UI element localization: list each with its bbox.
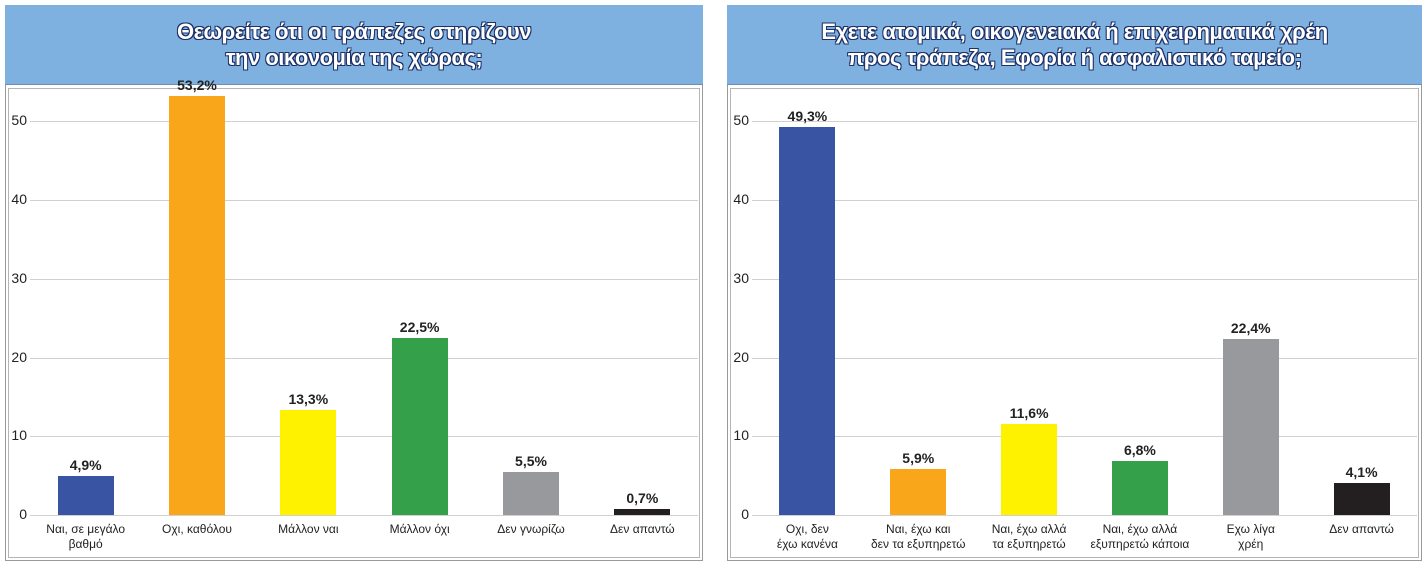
- value-label: 53,2%: [177, 77, 217, 94]
- grid-line: [752, 121, 1417, 123]
- grid-line: [752, 357, 1417, 359]
- x-tick-label: Οχι, δεν έχω κανένα: [776, 522, 838, 551]
- chart-title: Εχετε ατομικά, οικογενειακά ή επιχειρημα…: [727, 5, 1422, 85]
- value-label: 5,5%: [515, 452, 547, 469]
- x-tick-label: Μάλλον όχι: [389, 522, 450, 536]
- grid-line: [30, 436, 698, 438]
- x-tick-label: Οχι, καθόλου: [162, 522, 232, 536]
- bar: [391, 337, 448, 515]
- bar: [1111, 461, 1168, 515]
- y-tick-label: 10: [11, 427, 27, 444]
- grid-line: [30, 357, 698, 359]
- value-label: 0,7%: [626, 490, 659, 507]
- x-tick-label: Δεν γνωρίζω: [497, 522, 565, 536]
- value-label: 4,9%: [69, 457, 102, 474]
- bar: [280, 410, 337, 515]
- chart-panel: [5, 5, 703, 561]
- y-tick-label: 50: [733, 112, 749, 129]
- value-label: 22,5%: [399, 318, 440, 335]
- bar: [1001, 423, 1058, 515]
- y-tick-label: 20: [733, 348, 749, 365]
- value-label: 4,1%: [1345, 463, 1378, 480]
- bar: [614, 509, 671, 515]
- chart-title: Θεωρείτε ότι οι τράπεζες στηρίζουν την ο…: [5, 5, 703, 85]
- bar: [779, 126, 836, 515]
- bar: [890, 468, 947, 515]
- y-tick-label: 30: [733, 269, 749, 286]
- x-tick-label: Δεν απαντώ: [1329, 522, 1394, 536]
- y-tick-label: 50: [11, 112, 27, 129]
- grid-line: [30, 121, 698, 123]
- value-label: 22,4%: [1230, 319, 1271, 336]
- bar: [503, 471, 559, 515]
- value-label: 5,9%: [902, 449, 935, 466]
- grid-line: [752, 515, 1417, 516]
- y-tick-label: 10: [733, 427, 749, 444]
- plot-area: [730, 88, 1419, 558]
- grid-line: [752, 200, 1417, 202]
- grid-line: [30, 515, 698, 516]
- value-label: 49,3%: [787, 107, 828, 124]
- x-tick-label: Ναι, έχω και δεν τα εξυπηρετώ: [870, 522, 966, 551]
- x-tick-label: Ναι, έχω αλλά εξυπηρετώ κάποια: [1090, 522, 1190, 551]
- grid-line: [30, 200, 698, 202]
- y-tick-label: 40: [733, 191, 749, 208]
- value-label: 11,6%: [1009, 404, 1049, 421]
- bar: [169, 96, 225, 515]
- value-label: 6,8%: [1123, 442, 1156, 459]
- x-tick-label: Ναι, σε μεγάλο βαθμό: [46, 522, 126, 551]
- y-tick-label: 0: [19, 506, 27, 522]
- grid-line: [752, 436, 1417, 438]
- y-tick-label: 0: [741, 506, 749, 522]
- value-label: 13,3%: [288, 391, 329, 408]
- x-tick-label: Μάλλον ναι: [278, 522, 339, 536]
- y-tick-label: 20: [11, 348, 27, 365]
- bar: [57, 476, 114, 515]
- bar: [1333, 482, 1390, 515]
- chart-panel: [727, 5, 1422, 561]
- grid-line: [30, 278, 698, 280]
- y-tick-label: 40: [11, 191, 27, 208]
- grid-line: [752, 278, 1417, 280]
- y-tick-label: 30: [11, 269, 27, 286]
- bar: [1222, 338, 1279, 515]
- x-tick-label: Δεν απαντώ: [610, 522, 675, 536]
- x-tick-label: Ναι, έχω αλλά τα εξυπηρετώ: [991, 522, 1067, 551]
- x-tick-label: Εχω λίγα χρέη: [1226, 522, 1275, 551]
- plot-area: [8, 88, 700, 558]
